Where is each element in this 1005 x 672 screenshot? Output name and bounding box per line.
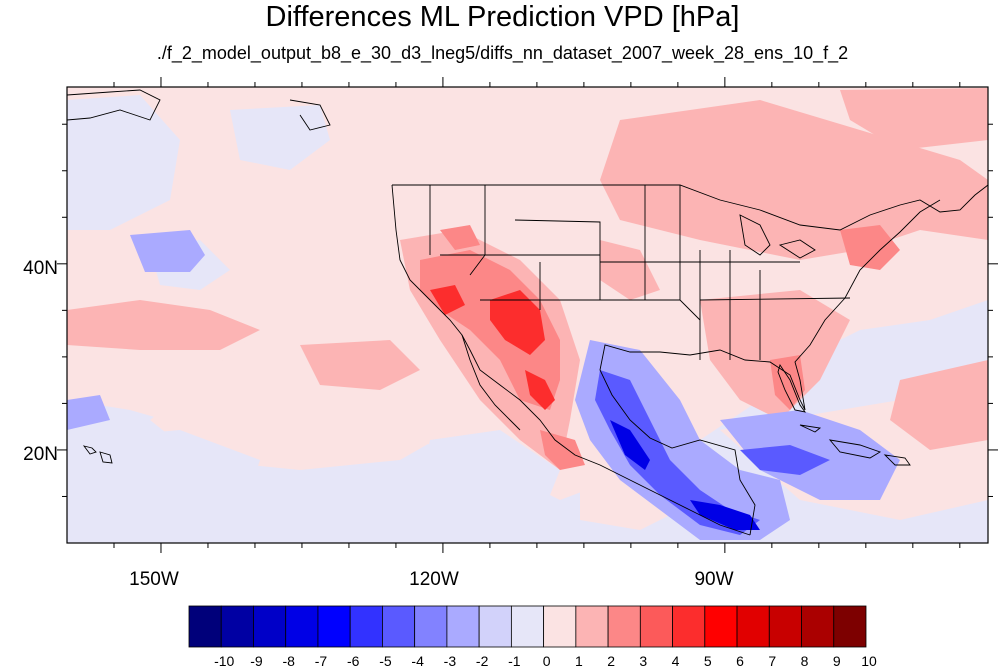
colorbar-box [575,605,609,648]
colorbar-label: 10 [861,653,877,669]
colorbar-box [543,605,577,648]
colorbar-box [220,605,254,648]
lon-tick-label-90w: 90W [694,569,734,590]
land-outlines [67,89,988,536]
colorbar-box [768,605,802,648]
colorbar-label: -2 [475,653,489,669]
map-subtitle: ./f_2_model_output_b8_e_30_d3_lneg5/diff… [156,43,849,63]
lon-tick-label-150w: 150W [129,569,179,590]
colorbar-label: -7 [314,653,328,669]
colorbar-label: 2 [607,653,615,669]
colorbar-box [510,605,545,648]
lon-tick-label-120w: 120W [409,569,459,590]
colorbar-label: 8 [800,653,809,669]
colorbar-box [414,605,448,648]
lat-tick-label-20n: 20N [23,444,58,465]
colorbar-box [607,605,641,648]
colorbar-label: -9 [250,653,263,669]
colorbar-box [446,605,480,648]
colorbar-label: 0 [542,653,551,669]
colorbar-box [188,605,222,648]
colorbar-label: 1 [574,653,583,669]
colorbar-label: 6 [736,653,744,669]
field-negative-6 [610,420,760,530]
colorbar-label: -4 [411,653,424,669]
field-level-5 [430,285,555,410]
colorbar-box [736,605,770,648]
map-ticks [57,77,998,553]
map-frame [66,86,989,544]
colorbar-box [833,605,867,648]
map-title: Differences ML Prediction VPD [hPa] [265,1,740,33]
colorbar-label: 5 [703,653,712,669]
colorbar-box [478,605,512,648]
colorbar-label: 4 [671,653,680,669]
colorbar-label: -10 [214,653,235,669]
colorbar-label: -5 [379,653,392,669]
colorbar-box [704,605,738,648]
colorbar-label: -8 [282,653,295,669]
colorbar-box [349,605,383,648]
colorbar-label: -1 [508,653,521,669]
colorbar-label: -6 [346,653,360,669]
colorbar-label: 7 [768,653,777,669]
field-negative-3 [595,370,830,535]
colorbar-label: -3 [443,653,457,669]
lat-tick-label-40n: 40N [23,258,58,279]
colorbar-box [801,605,835,648]
colorbar-box [253,605,287,648]
colorbar-box [672,605,706,648]
colorbar-box [382,605,416,648]
colorbar-box [317,605,351,648]
colorbar-box [639,605,673,648]
colorbar-label: 9 [832,653,841,669]
colorbar-box [285,605,319,648]
colorbar-label: 3 [639,653,648,669]
